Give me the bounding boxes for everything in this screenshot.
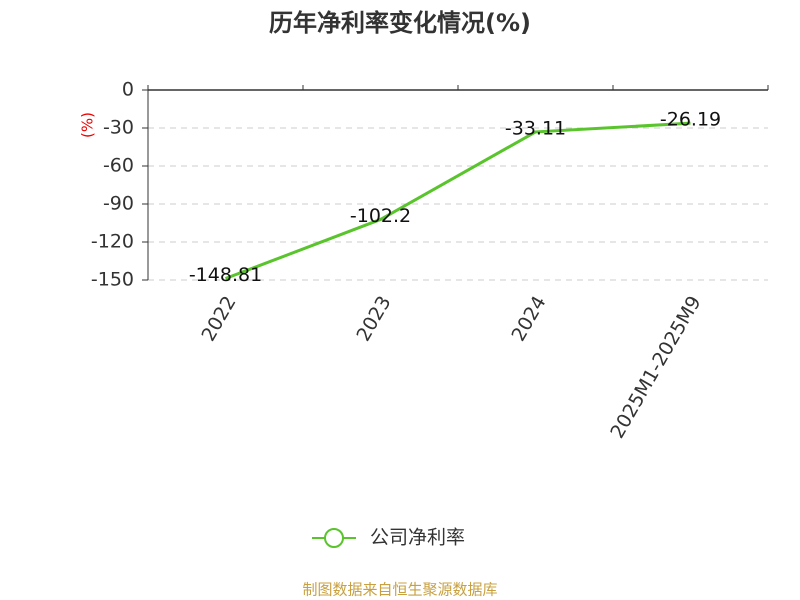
y-tick-label: -60 — [103, 155, 134, 177]
data-label: -26.19 — [660, 109, 721, 131]
source: 制图数据来自恒生聚源数据库 — [302, 581, 497, 599]
x-tick-label: 2024 — [507, 292, 550, 345]
y-tick-label: -150 — [91, 269, 134, 291]
y-axis-label: (%) — [79, 112, 97, 138]
y-tick-label: -30 — [103, 117, 134, 139]
y-tick-label: -120 — [91, 231, 134, 253]
series-line — [224, 121, 691, 280]
x-tick-label: 2023 — [352, 292, 395, 345]
x-tick-label: 2025M1-2025M9 — [606, 292, 705, 442]
x-tick-label: 2022 — [197, 292, 240, 345]
data-label: -148.81 — [189, 264, 262, 286]
legend-label: 公司净利率 — [370, 527, 465, 549]
y-tick-label: -90 — [103, 193, 134, 215]
data-label: -102.2 — [350, 205, 411, 227]
chart-title: 历年净利率变化情况(%) — [269, 9, 531, 37]
data-label: -33.11 — [505, 117, 566, 139]
legend-marker — [324, 528, 344, 548]
y-tick-label: 0 — [122, 79, 134, 101]
